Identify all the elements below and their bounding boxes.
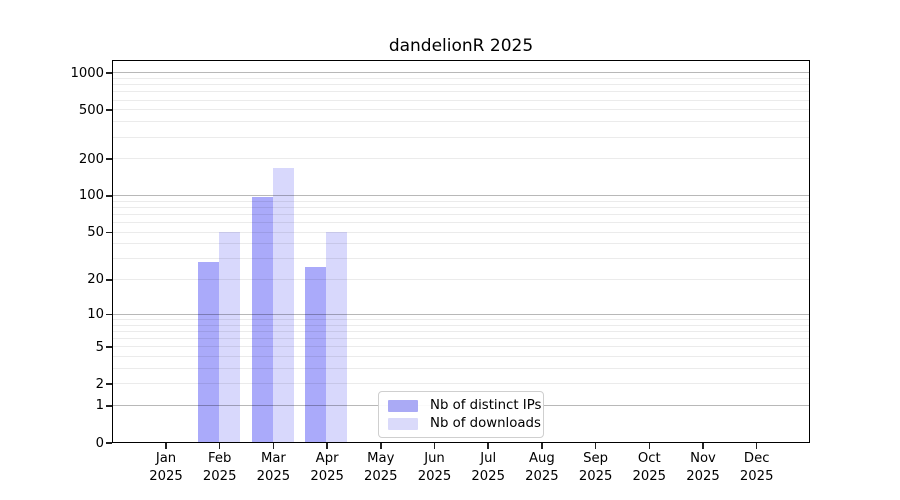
y-axis-tick — [106, 279, 112, 281]
minor-gridline — [113, 109, 809, 111]
y-axis-tick — [106, 158, 112, 160]
legend-item-downloads: Nb of downloads — [388, 415, 541, 432]
legend-label-distinct-ips: Nb of distinct IPs — [430, 398, 542, 413]
x-axis-tick — [541, 443, 543, 449]
minor-gridline — [113, 206, 809, 208]
minor-gridline — [113, 258, 809, 260]
y-tick-label: 200 — [78, 151, 104, 167]
x-tick-label: Jun 2025 — [417, 451, 452, 484]
legend: Nb of distinct IPs Nb of downloads — [378, 391, 544, 438]
x-tick-label: Feb 2025 — [202, 451, 237, 484]
legend-item-distinct-ips: Nb of distinct IPs — [388, 397, 541, 414]
y-tick-label: 10 — [87, 307, 104, 323]
minor-gridline — [113, 231, 809, 233]
minor-gridline — [113, 243, 809, 245]
plot-area — [112, 60, 810, 443]
y-axis-tick — [106, 195, 112, 197]
y-tick-label: 20 — [87, 272, 104, 288]
minor-gridline — [113, 213, 809, 215]
bar-feb-2025-downloads — [218, 232, 240, 442]
minor-gridline — [113, 337, 809, 339]
x-tick-label: Mar 2025 — [256, 451, 291, 484]
minor-gridline — [113, 330, 809, 332]
y-axis-tick — [106, 442, 112, 444]
minor-gridline — [113, 200, 809, 202]
x-axis-tick — [755, 443, 758, 449]
y-tick-label: 50 — [87, 224, 104, 240]
minor-gridline — [113, 318, 809, 320]
x-axis-tick — [218, 443, 221, 449]
y-tick-label: 0 — [95, 435, 104, 451]
x-axis-tick — [326, 443, 328, 449]
minor-gridline — [113, 383, 809, 385]
x-axis-tick — [272, 443, 275, 449]
bar-apr-2025-distinct-ips — [305, 267, 327, 442]
bar-feb-2025-distinct-ips — [197, 261, 219, 442]
x-tick-label: Jul 2025 — [471, 451, 505, 484]
minor-gridline — [113, 77, 809, 79]
y-tick-label: 1000 — [70, 65, 104, 81]
x-tick-label: Dec 2025 — [739, 451, 774, 484]
major-gridline — [113, 72, 809, 74]
y-axis-tick — [106, 231, 112, 234]
x-tick-label: Nov 2025 — [686, 451, 720, 484]
legend-label-downloads: Nb of downloads — [430, 416, 541, 431]
x-tick-label: Aug 2025 — [525, 451, 559, 484]
minor-gridline — [113, 346, 809, 348]
bars-layer — [113, 61, 809, 442]
minor-gridline — [113, 91, 809, 93]
x-tick-label: Sep 2025 — [578, 451, 613, 484]
minor-gridline — [113, 158, 809, 160]
x-axis-tick — [594, 443, 597, 449]
minor-gridline — [113, 121, 809, 123]
y-axis-tick — [106, 383, 112, 385]
bar-mar-2025-distinct-ips — [251, 196, 273, 442]
major-gridline — [113, 195, 809, 197]
y-axis-tick — [106, 405, 112, 407]
bar-apr-2025-downloads — [326, 232, 348, 442]
y-tick-label: 5 — [95, 339, 104, 355]
y-tick-label: 100 — [78, 188, 104, 204]
minor-gridline — [113, 279, 809, 281]
y-axis-tick — [106, 72, 112, 74]
x-axis-tick — [648, 443, 651, 449]
minor-gridline — [113, 356, 809, 358]
x-tick-label: Jan 2025 — [149, 451, 183, 484]
y-tick-label: 2 — [95, 376, 104, 392]
minor-gridline — [113, 367, 809, 369]
grid-layer — [113, 61, 809, 442]
major-gridline — [113, 313, 809, 315]
x-axis-tick — [702, 443, 704, 449]
x-tick-label: May 2025 — [364, 451, 398, 484]
minor-gridline — [113, 324, 809, 326]
y-tick-label: 500 — [78, 102, 104, 118]
x-axis-tick — [433, 443, 436, 449]
y-axis-tick — [106, 313, 112, 316]
minor-gridline — [113, 222, 809, 224]
minor-gridline — [113, 99, 809, 101]
y-tick-label: 1 — [95, 398, 104, 414]
x-tick-label: Oct 2025 — [632, 451, 667, 484]
x-axis-tick — [165, 443, 167, 449]
chart-title: dandelionR 2025 — [388, 36, 534, 56]
x-tick-label: Apr 2025 — [310, 451, 344, 484]
x-axis-tick — [380, 443, 382, 449]
minor-gridline — [113, 84, 809, 86]
legend-swatch-distinct-ips — [388, 399, 418, 412]
bar-mar-2025-downloads — [272, 167, 294, 442]
legend-swatch-downloads — [388, 417, 418, 430]
x-axis-tick — [487, 443, 489, 449]
y-axis-tick — [106, 346, 112, 348]
minor-gridline — [113, 136, 809, 138]
y-axis-tick — [106, 109, 112, 111]
